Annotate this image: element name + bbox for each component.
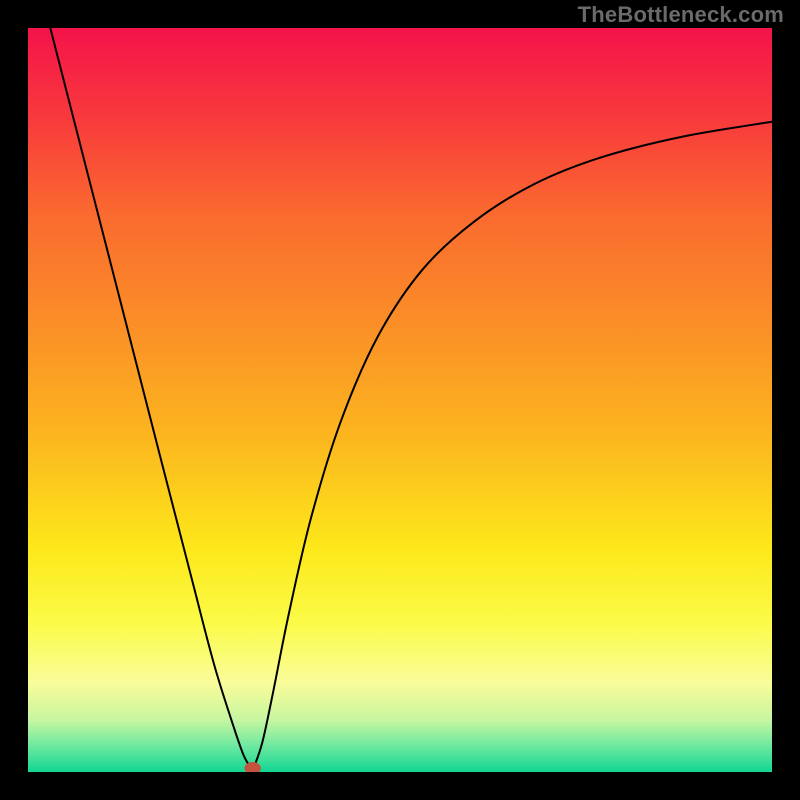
chart-container: TheBottleneck.com	[0, 0, 800, 800]
left-branch-curve	[50, 28, 252, 771]
right-branch-curve	[253, 122, 772, 771]
watermark-text: TheBottleneck.com	[578, 2, 784, 28]
curve-layer	[28, 28, 772, 772]
plot-area	[28, 28, 772, 772]
